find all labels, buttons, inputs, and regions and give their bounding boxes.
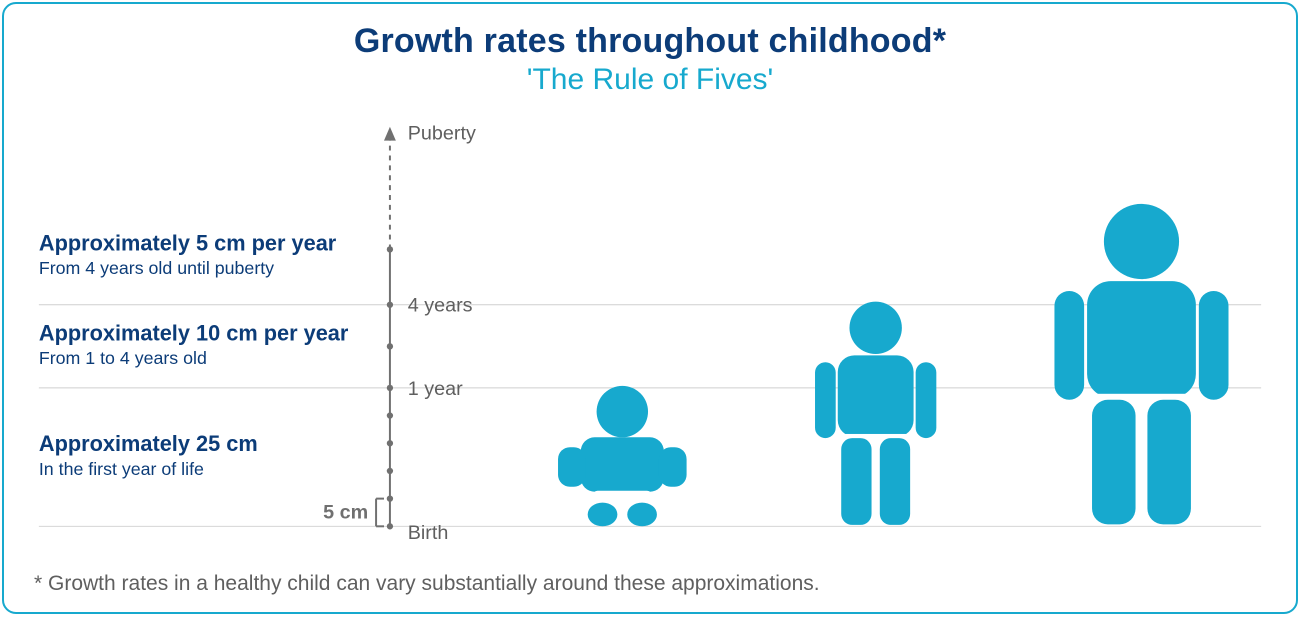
band-heading-1: Approximately 10 cm per year bbox=[39, 320, 349, 345]
axis-tick-dot bbox=[387, 246, 393, 252]
axis-tick-dot bbox=[387, 468, 393, 474]
band-heading-0: Approximately 25 cm bbox=[39, 431, 258, 456]
axis-arrowhead bbox=[384, 127, 396, 141]
axis-label-puberty: Puberty bbox=[408, 123, 476, 145]
axis-tick-dot bbox=[387, 495, 393, 501]
main-title: Growth rates throughout childhood* bbox=[34, 22, 1266, 61]
axis-tick-dot bbox=[387, 302, 393, 308]
toddler-icon bbox=[815, 302, 936, 525]
axis-tick-dot bbox=[387, 385, 393, 391]
subtitle: 'The Rule of Fives' bbox=[34, 63, 1266, 97]
titles: Growth rates throughout childhood* 'The … bbox=[34, 22, 1266, 97]
child-icon bbox=[1054, 204, 1228, 524]
chart-area: 5 cm Birth 1 year 4 years Puberty Approximate… bbox=[34, 109, 1266, 554]
unit-label: 5 cm bbox=[323, 501, 368, 523]
axis-label-1year: 1 year bbox=[408, 378, 463, 400]
axis-tick-dot bbox=[387, 523, 393, 529]
footnote: * Growth rates in a healthy child can va… bbox=[34, 572, 820, 596]
infographic-card: Growth rates throughout childhood* 'The … bbox=[2, 2, 1298, 614]
band-sub-0: In the first year of life bbox=[39, 459, 204, 479]
axis-tick-dot bbox=[387, 343, 393, 349]
infant-icon bbox=[558, 386, 687, 526]
axis-tick-dot bbox=[387, 412, 393, 418]
band-heading-2: Approximately 5 cm per year bbox=[39, 230, 337, 255]
chart-svg: 5 cm Birth 1 year 4 years Puberty Approximate… bbox=[34, 109, 1266, 554]
axis-label-birth: Birth bbox=[408, 522, 449, 544]
axis-tick-dot bbox=[387, 440, 393, 446]
axis-label-4years: 4 years bbox=[408, 295, 473, 317]
band-sub-2: From 4 years old until puberty bbox=[39, 258, 274, 278]
band-sub-1: From 1 to 4 years old bbox=[39, 348, 207, 368]
